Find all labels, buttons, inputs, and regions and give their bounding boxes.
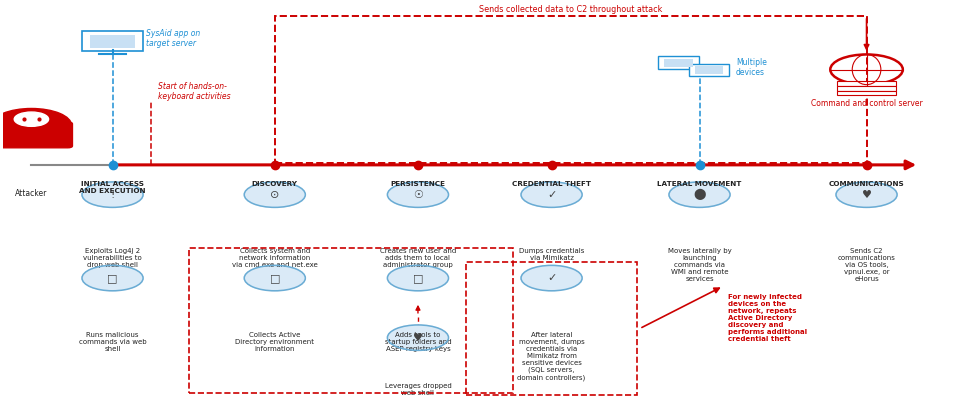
Circle shape — [82, 182, 143, 207]
Text: Creates new user and
adds them to local
administrator group: Creates new user and adds them to local … — [380, 248, 456, 268]
Text: □: □ — [413, 273, 423, 283]
Text: CREDENTIAL THEFT: CREDENTIAL THEFT — [512, 181, 591, 187]
Circle shape — [244, 182, 305, 207]
Text: Collects Active
Directory environment
information: Collects Active Directory environment in… — [235, 332, 314, 352]
FancyBboxPatch shape — [695, 66, 724, 74]
FancyBboxPatch shape — [664, 59, 693, 67]
Text: ⬤: ⬤ — [693, 189, 706, 200]
Circle shape — [521, 265, 582, 291]
Text: Moves laterally by
launching
commands via
WMI and remote
services: Moves laterally by launching commands vi… — [667, 248, 732, 282]
Text: !: ! — [110, 189, 115, 200]
FancyBboxPatch shape — [659, 57, 699, 69]
Text: ⊙: ⊙ — [270, 189, 279, 200]
Circle shape — [0, 108, 71, 142]
Text: Start of hands-on-
keyboard activities: Start of hands-on- keyboard activities — [158, 82, 231, 101]
Text: LATERAL MOVEMENT: LATERAL MOVEMENT — [658, 181, 742, 187]
FancyBboxPatch shape — [0, 122, 72, 148]
Text: ♥: ♥ — [413, 332, 423, 343]
Text: Attacker: Attacker — [15, 189, 48, 198]
Circle shape — [244, 265, 305, 291]
Text: INITIAL ACCESS
AND EXECUTION: INITIAL ACCESS AND EXECUTION — [80, 181, 146, 194]
Circle shape — [14, 112, 49, 126]
Text: Adds tools to
startup folders and
ASEP registry keys: Adds tools to startup folders and ASEP r… — [385, 332, 451, 352]
FancyBboxPatch shape — [837, 86, 896, 90]
Text: For newly infected
devices on the
network, repeats
Active Directory
discovery an: For newly infected devices on the networ… — [728, 294, 807, 342]
Text: SysAid app on
target server: SysAid app on target server — [146, 29, 201, 48]
FancyBboxPatch shape — [689, 63, 729, 76]
Circle shape — [388, 325, 448, 350]
Text: DISCOVERY: DISCOVERY — [252, 181, 298, 187]
Text: Exploits Log4j 2
vulnerabilities to
drop web shell: Exploits Log4j 2 vulnerabilities to drop… — [84, 248, 142, 268]
Text: Sends C2
communications
via OS tools,
vpnui.exe, or
eHorus: Sends C2 communications via OS tools, vp… — [838, 248, 896, 282]
Circle shape — [521, 182, 582, 207]
Text: COMMUNICATIONS: COMMUNICATIONS — [828, 181, 904, 187]
Text: Runs malicious
commands via web
shell: Runs malicious commands via web shell — [79, 332, 146, 352]
Text: ✓: ✓ — [547, 189, 556, 200]
FancyBboxPatch shape — [82, 31, 143, 51]
Text: Dumps credentials
via Mimikatz: Dumps credentials via Mimikatz — [519, 248, 585, 261]
Circle shape — [669, 182, 730, 207]
Text: ☉: ☉ — [413, 189, 423, 200]
Circle shape — [388, 265, 448, 291]
Text: Collects system and
network information
via cmd.exe and net.exe: Collects system and network information … — [232, 248, 318, 268]
Text: ♥: ♥ — [861, 189, 872, 200]
Text: ✓: ✓ — [547, 273, 556, 283]
Circle shape — [836, 182, 897, 207]
Text: Command and control server: Command and control server — [810, 99, 923, 108]
Circle shape — [82, 265, 143, 291]
FancyBboxPatch shape — [837, 81, 896, 86]
Text: Multiple
devices: Multiple devices — [735, 58, 767, 77]
Text: PERSISTENCE: PERSISTENCE — [391, 181, 445, 187]
Text: Sends collected data to C2 throughout attack: Sends collected data to C2 throughout at… — [479, 5, 662, 14]
Circle shape — [388, 182, 448, 207]
Text: □: □ — [270, 273, 280, 283]
FancyBboxPatch shape — [89, 35, 135, 48]
FancyBboxPatch shape — [837, 90, 896, 95]
Text: □: □ — [108, 273, 118, 283]
Text: After lateral
movement, dumps
credentials via
Mimikatz from
sensitive devices
(S: After lateral movement, dumps credential… — [517, 332, 586, 381]
Text: Leverages dropped
web shell: Leverages dropped web shell — [385, 383, 451, 396]
